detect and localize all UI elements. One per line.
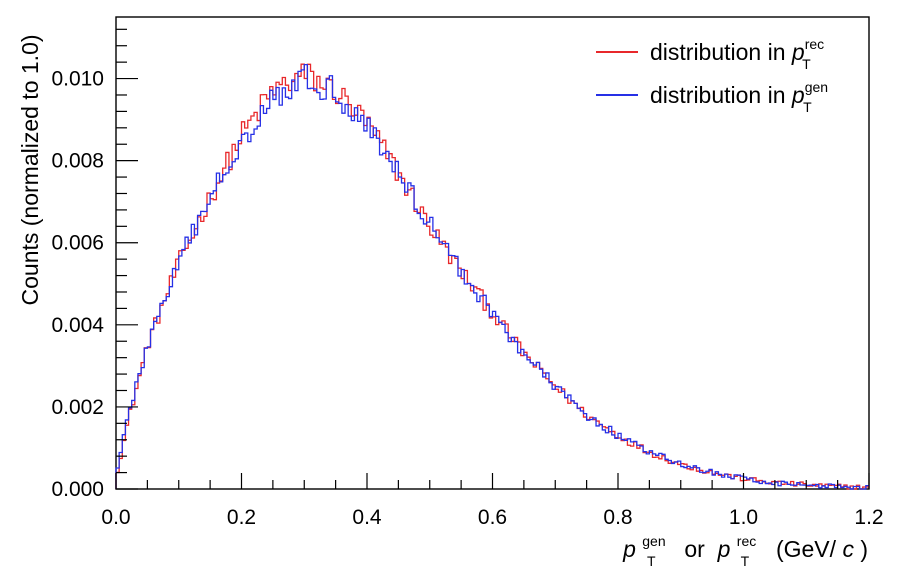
x-title-sup2: rec	[737, 533, 756, 549]
x-title-p2: p	[717, 536, 731, 562]
x-tick-label: 1.2	[854, 506, 883, 529]
x-tick-label: 0.4	[352, 506, 382, 529]
x-tick-label: 0.2	[227, 506, 256, 529]
y-tick-label: 0.010	[51, 68, 104, 91]
y-tick-label: 0.004	[51, 314, 104, 337]
x-title-units-pre: (GeV/	[770, 536, 837, 562]
x-title-p1: p	[622, 536, 636, 562]
y-tick-label: 0.002	[51, 396, 104, 419]
axes-layer	[115, 28, 870, 490]
x-title-units-post: )	[860, 536, 868, 562]
legend-label-gen: distribution in pgen T	[650, 79, 828, 115]
legend-label-rec: distribution in prec T	[650, 36, 824, 72]
series-line-gen	[115, 63, 869, 490]
x-title-units-c: c	[842, 536, 854, 562]
x-title-sup1: gen	[642, 533, 665, 549]
x-tick-label: 0.6	[478, 506, 507, 529]
y-tick-labels: 0.000 0.002 0.004 0.006 0.008 0.010	[51, 68, 104, 501]
x-tick-label: 0.0	[101, 506, 130, 529]
x-tick-labels: 0.0 0.2 0.4 0.6 0.8 1.0 1.2	[101, 506, 883, 529]
x-title-mid: or	[678, 536, 711, 562]
x-title-sub1: T	[647, 553, 656, 569]
y-tick-label: 0.008	[51, 150, 104, 173]
legend: distribution in prec T distribution in pg…	[596, 36, 828, 115]
x-tick-label: 0.8	[603, 506, 632, 529]
plot-frame	[115, 16, 870, 490]
y-axis-title: Counts (normalized to 1.0)	[17, 34, 43, 305]
x-tick-label: 1.0	[729, 506, 758, 529]
x-axis-title: p gen T or p rec T (GeV/ c )	[622, 525, 868, 571]
y-tick-label: 0.000	[51, 478, 104, 501]
y-tick-label: 0.006	[51, 232, 104, 255]
x-title-sub2: T	[741, 553, 750, 569]
